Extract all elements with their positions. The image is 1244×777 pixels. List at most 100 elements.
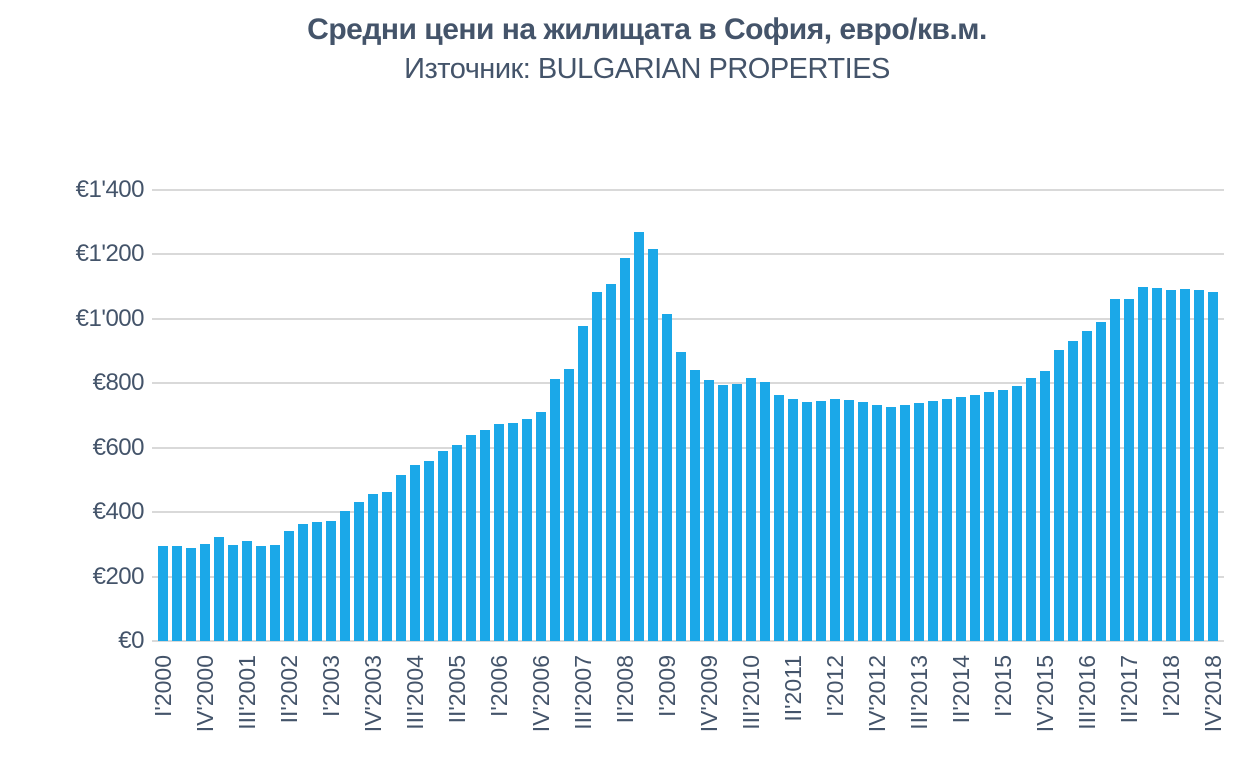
- gridline: [152, 317, 1224, 320]
- bar: [466, 434, 476, 641]
- bar: [886, 406, 896, 641]
- y-axis-label: €1'000: [75, 304, 145, 332]
- bar: [1096, 322, 1106, 641]
- gridline: [152, 189, 1224, 191]
- bar: [620, 258, 630, 641]
- x-axis-label: I'2006: [485, 655, 512, 717]
- x-axis-label: I'2015: [990, 655, 1017, 717]
- bar: [200, 544, 210, 641]
- bar: [998, 389, 1008, 641]
- bar: [956, 397, 966, 641]
- y-axis-label: €0: [118, 627, 144, 654]
- bar: [270, 545, 280, 641]
- bar: [816, 401, 826, 641]
- y-axis-label: €800: [92, 369, 145, 397]
- chart-subtitle: Източник: BULGARIAN PROPERTIES: [404, 53, 890, 85]
- bar: [410, 465, 420, 641]
- bar: [984, 392, 994, 641]
- bar: [592, 292, 602, 641]
- bar: [1068, 340, 1078, 641]
- x-axis-label: III'2001: [233, 655, 260, 730]
- bar: [760, 382, 770, 641]
- bar: [186, 547, 196, 641]
- x-axis-label: IV'2006: [527, 655, 554, 733]
- bar: [606, 284, 616, 641]
- bar: [452, 445, 462, 641]
- x-axis-label: II'2005: [443, 655, 470, 724]
- bar: [774, 395, 784, 641]
- bar: [312, 521, 322, 641]
- x-axis-label: IV'2003: [359, 655, 386, 733]
- bar: [228, 545, 238, 641]
- bar: [858, 402, 868, 641]
- bar: [424, 460, 434, 641]
- bar: [550, 379, 560, 641]
- x-axis-label: I'2003: [317, 655, 344, 717]
- bar: [872, 404, 882, 641]
- bar: [172, 545, 182, 641]
- x-axis-label: IV'2012: [864, 655, 891, 733]
- gridline: [152, 575, 1224, 578]
- bar: [1026, 378, 1036, 641]
- gridline: [152, 511, 1224, 514]
- x-axis-label: II'2014: [948, 655, 975, 724]
- bar: [1124, 298, 1134, 641]
- bar: [326, 521, 336, 641]
- bar: [662, 313, 672, 641]
- x-axis-label: IV'2015: [1032, 655, 1059, 733]
- bar: [704, 380, 714, 641]
- bar: [256, 546, 266, 641]
- x-axis-label: IV'2000: [191, 655, 218, 733]
- bar: [214, 537, 224, 641]
- bar: [284, 530, 294, 641]
- bar: [368, 494, 378, 641]
- x-axis-label: II'2017: [1116, 655, 1143, 724]
- y-axis: €0 €200 €400 €600 €800 €1'000 €1'200 €1'400: [0, 176, 145, 654]
- bar: [578, 326, 588, 641]
- bar: [1012, 386, 1022, 641]
- bar: [1152, 287, 1162, 641]
- x-axis-label: III'2010: [738, 655, 765, 730]
- x-axis: I'2000 IV'2000 III'2001 II'2002 I'2003 IV'200…: [150, 649, 1227, 775]
- bar: [746, 378, 756, 641]
- bar: [648, 248, 658, 641]
- bar: [242, 541, 252, 641]
- x-axis-label: II'2011: [780, 655, 807, 722]
- bar: [928, 400, 938, 641]
- x-axis-label: IV'2009: [696, 655, 722, 733]
- x-axis-label: III'2016: [1074, 655, 1101, 730]
- bar: [298, 524, 308, 641]
- bar: [942, 398, 952, 641]
- bar: [1040, 371, 1050, 641]
- x-axis-label: III'2013: [906, 655, 933, 730]
- bar-series: [158, 190, 1218, 641]
- bar: [494, 423, 504, 641]
- bar: [340, 511, 350, 641]
- bar: [676, 351, 686, 641]
- bar: [1166, 289, 1176, 641]
- bar: [536, 411, 546, 641]
- bar: [914, 402, 924, 641]
- x-axis-label: III'2004: [401, 655, 428, 730]
- bar: [1082, 331, 1092, 641]
- bar: [802, 401, 812, 641]
- bar: [382, 492, 392, 641]
- y-axis-label: €1'400: [75, 176, 145, 203]
- bar: [634, 231, 644, 641]
- plot-area: [152, 189, 1224, 642]
- bar: [1208, 292, 1218, 641]
- bar: [158, 545, 168, 641]
- x-axis-label: IV'2018: [1200, 655, 1227, 733]
- x-axis-label: I'2012: [822, 655, 849, 717]
- x-axis-label: III'2007: [569, 655, 596, 730]
- bar: [900, 404, 910, 641]
- chart-title: Средни цени на жилищата в София, евро/кв…: [307, 13, 987, 46]
- bar: [718, 384, 728, 641]
- x-axis-label: I'2000: [149, 655, 176, 717]
- gridline: [152, 253, 1224, 256]
- x-axis-label: II'2002: [275, 655, 302, 724]
- bar: [522, 419, 532, 641]
- bar: [830, 398, 840, 641]
- bar: [1054, 350, 1064, 641]
- bar: [970, 395, 980, 641]
